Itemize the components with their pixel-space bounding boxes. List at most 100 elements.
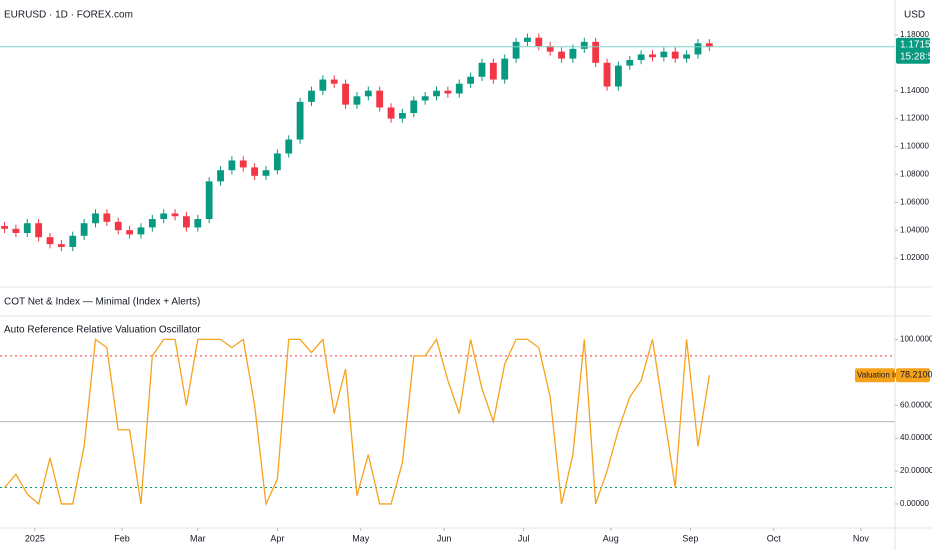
candle-body: [35, 223, 43, 238]
candle-body: [194, 219, 202, 228]
candle-body: [239, 160, 247, 168]
candle-body: [535, 37, 543, 47]
candle-body: [92, 213, 99, 224]
candle-body: [12, 228, 20, 233]
candle-body: [467, 76, 475, 84]
currency: USD: [904, 10, 925, 21]
candle-body: [342, 83, 349, 105]
oscillator-line: [4, 337, 710, 507]
candle-body: [580, 41, 588, 49]
candle-body: [376, 90, 384, 108]
candle-body: [308, 90, 315, 102]
candle-body: [387, 107, 395, 119]
y-tick-label: 1.06000: [900, 197, 929, 206]
candle-body: [603, 62, 611, 87]
x-tick-label: Mar: [190, 533, 206, 543]
collapsed-indicator-title: COT Net & Index — Minimal (Index + Alert…: [4, 297, 200, 308]
candle-body: [319, 79, 327, 91]
candle-body: [251, 167, 259, 176]
candle-body: [569, 48, 577, 59]
value-label: 78.21004: [900, 370, 932, 380]
symbol-title: EURUSD · 1D · FOREX.com: [4, 10, 133, 21]
x-tick-label: Nov: [853, 533, 870, 543]
y-tick-label: 1.12000: [900, 114, 929, 123]
value-badge: [896, 368, 930, 383]
candle-body: [23, 223, 31, 233]
x-tick-label: Sep: [682, 533, 698, 543]
candle-body: [353, 96, 361, 105]
candle-body: [512, 41, 520, 59]
x-tick-label: 2025: [25, 533, 45, 543]
candle-body: [694, 43, 702, 55]
candle-body: [489, 62, 497, 80]
x-tick-label: Feb: [114, 533, 130, 543]
price-badge: [896, 37, 930, 64]
y-tick-label: 1.10000: [900, 142, 929, 151]
candle-body: [410, 100, 418, 114]
y-tick-label: 1.14000: [900, 86, 929, 95]
x-tick-label: Jul: [518, 533, 530, 543]
candle-body: [103, 213, 111, 222]
candle-body: [57, 244, 65, 247]
candle-body: [80, 223, 88, 236]
candle-body: [137, 227, 145, 235]
x-tick-label: Oct: [767, 533, 782, 543]
candle-body: [171, 213, 179, 217]
candle-body: [614, 65, 622, 87]
y-tick-label: 0.00000: [900, 499, 929, 508]
y-tick-label: 1.02000: [900, 253, 929, 262]
candle-body: [148, 219, 156, 228]
countdown: 15:28:53: [900, 51, 932, 62]
candle-body: [626, 60, 634, 66]
candle-body: [558, 51, 565, 59]
candle-body: [637, 54, 645, 61]
candle-body: [455, 83, 463, 94]
candle-body: [1, 226, 8, 229]
candle-body: [273, 153, 281, 171]
candle-body: [592, 41, 600, 63]
candle-body: [478, 62, 486, 77]
y-tick-label: 100.00000: [900, 335, 932, 344]
candle-body: [205, 181, 213, 220]
candle-body: [183, 216, 190, 228]
y-tick-label: 60.00000: [900, 400, 932, 409]
candle-body: [364, 90, 372, 97]
candle-body: [330, 79, 338, 84]
legend-badge: [855, 368, 895, 383]
candle-body: [705, 43, 713, 47]
legend-label: Valuation Index: [857, 370, 912, 379]
candle-body: [126, 230, 133, 235]
candle-body: [671, 51, 679, 59]
candle-body: [398, 113, 406, 119]
candle-body: [285, 139, 293, 154]
x-tick-label: Apr: [270, 533, 284, 543]
candle-body: [46, 237, 54, 245]
candle-body: [262, 170, 270, 176]
candle-body: [683, 54, 691, 59]
candle-body: [649, 54, 656, 58]
x-tick-label: Aug: [603, 533, 619, 543]
candle-body: [296, 101, 304, 140]
candle-body: [69, 235, 77, 247]
candle-body: [114, 221, 122, 231]
candle-body: [444, 90, 452, 94]
y-tick-label: 1.18000: [900, 30, 929, 39]
candle-body: [421, 96, 429, 101]
y-tick-label: 20.00000: [900, 466, 932, 475]
y-tick-label: 1.04000: [900, 225, 929, 234]
x-tick-label: Jun: [437, 533, 452, 543]
candle-body: [501, 58, 509, 80]
candle-body: [160, 213, 168, 220]
indicator-title: Auto Reference Relative Valuation Oscill…: [4, 325, 201, 336]
candle-body: [228, 160, 236, 171]
price-label: 1.17153: [900, 39, 932, 50]
x-tick-label: May: [352, 533, 370, 543]
y-tick-label: 40.00000: [900, 433, 932, 442]
candle-body: [433, 90, 440, 97]
y-tick-label: 1.08000: [900, 170, 929, 179]
candle-body: [217, 170, 224, 182]
candle-body: [660, 51, 668, 58]
candle-body: [524, 37, 531, 42]
candle-body: [546, 46, 554, 52]
